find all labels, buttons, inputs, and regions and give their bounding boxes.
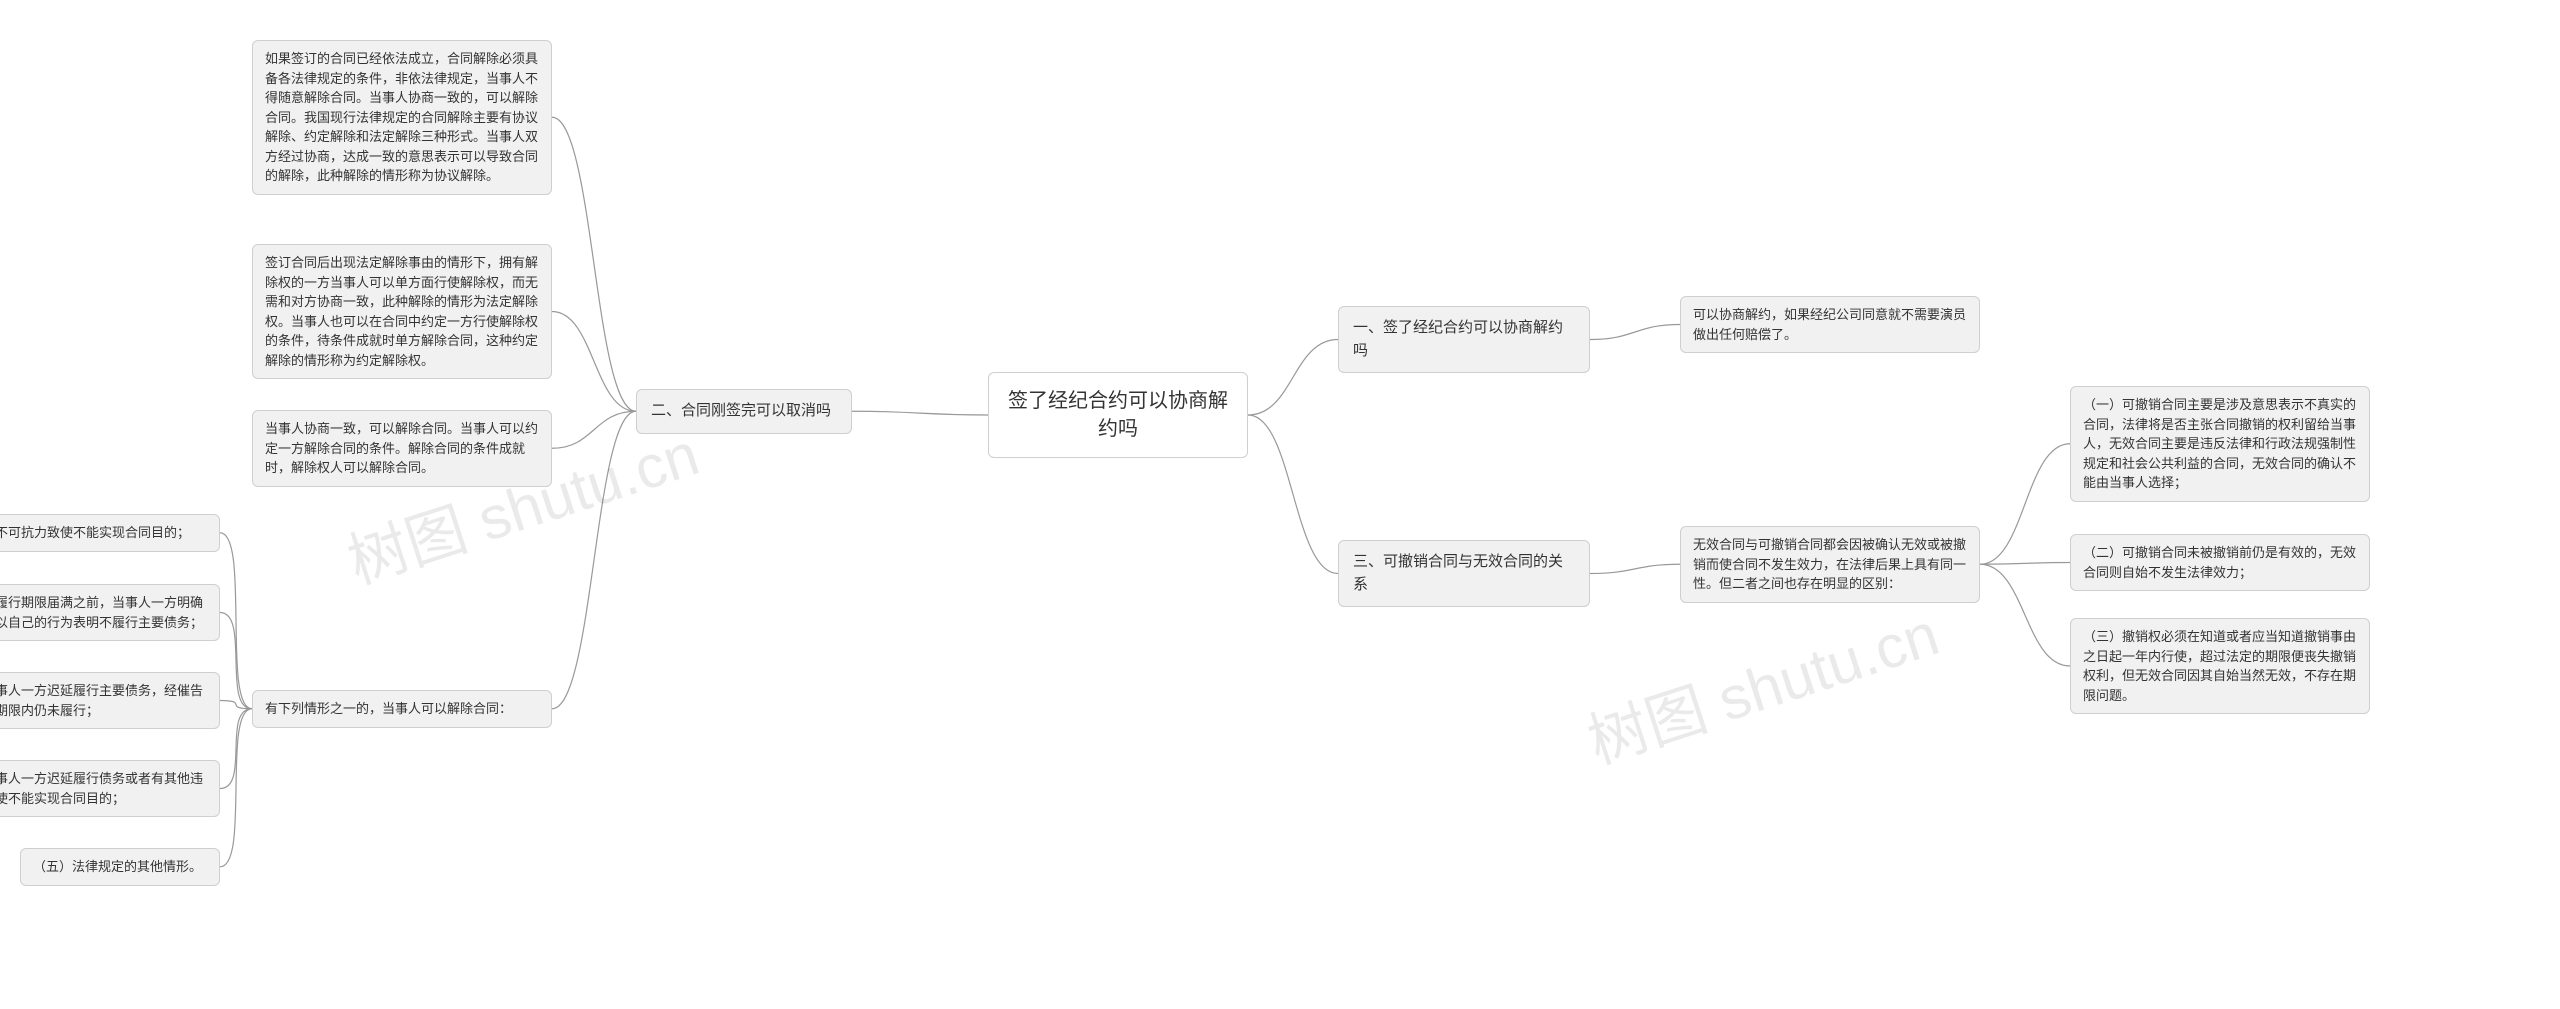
branch-r3[interactable]: 三、可撤销合同与无效合同的关系	[1338, 540, 1590, 607]
leaf-l2d1[interactable]: （一）因不可抗力致使不能实现合同目的；	[0, 514, 220, 552]
leaf-l2d3[interactable]: （三）当事人一方迟延履行主要债务，经催告后在合理期限内仍未履行；	[0, 672, 220, 729]
leaf-l2d2[interactable]: （二）在履行期限届满之前，当事人一方明确表示或者以自己的行为表明不履行主要债务；	[0, 584, 220, 641]
node-r3a[interactable]: 无效合同与可撤销合同都会因被确认无效或被撤销而使合同不发生效力，在法律后果上具有…	[1680, 526, 1980, 603]
branch-l2[interactable]: 二、合同刚签完可以取消吗	[636, 389, 852, 434]
leaf-r1a[interactable]: 可以协商解约，如果经纪公司同意就不需要演员做出任何赔偿了。	[1680, 296, 1980, 353]
leaf-l2d4[interactable]: （四）当事人一方迟延履行债务或者有其他违约行为致使不能实现合同目的；	[0, 760, 220, 817]
leaf-l2a[interactable]: 如果签订的合同已经依法成立，合同解除必须具备各法律规定的条件，非依法律规定，当事…	[252, 40, 552, 195]
leaf-l2d5[interactable]: （五）法律规定的其他情形。	[20, 848, 220, 886]
leaf-r3a2[interactable]: （二）可撤销合同未被撤销前仍是有效的，无效合同则自始不发生法律效力；	[2070, 534, 2370, 591]
watermark-2: 树图 shutu.cn	[1575, 586, 1948, 781]
leaf-l2c[interactable]: 当事人协商一致，可以解除合同。当事人可以约定一方解除合同的条件。解除合同的条件成…	[252, 410, 552, 487]
leaf-l2b[interactable]: 签订合同后出现法定解除事由的情形下，拥有解除权的一方当事人可以单方面行使解除权，…	[252, 244, 552, 379]
node-l2d[interactable]: 有下列情形之一的，当事人可以解除合同：	[252, 690, 552, 728]
branch-r1[interactable]: 一、签了经纪合约可以协商解约吗	[1338, 306, 1590, 373]
leaf-r3a1[interactable]: （一）可撤销合同主要是涉及意思表示不真实的合同，法律将是否主张合同撤销的权利留给…	[2070, 386, 2370, 502]
root-node[interactable]: 签了经纪合约可以协商解 约吗	[988, 372, 1248, 458]
leaf-r3a3[interactable]: （三）撤销权必须在知道或者应当知道撤销事由之日起一年内行使，超过法定的期限便丧失…	[2070, 618, 2370, 714]
